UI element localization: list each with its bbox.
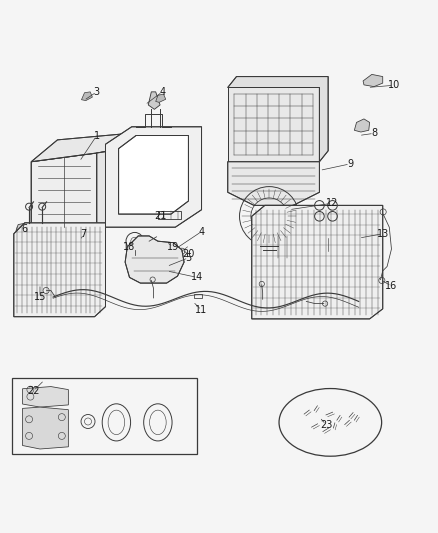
Text: 1: 1 [94, 131, 100, 141]
Polygon shape [97, 144, 153, 227]
Text: 23: 23 [320, 419, 332, 430]
Text: 15: 15 [34, 292, 46, 302]
Text: 9: 9 [347, 159, 353, 169]
Polygon shape [228, 87, 319, 161]
Polygon shape [363, 75, 383, 87]
Text: 4: 4 [198, 227, 205, 237]
Polygon shape [155, 94, 166, 102]
Text: 14: 14 [191, 272, 203, 282]
Text: 3: 3 [94, 87, 100, 97]
Text: 22: 22 [27, 386, 40, 396]
Polygon shape [22, 386, 68, 407]
Polygon shape [81, 92, 92, 101]
Bar [12, 378, 197, 454]
Bar [158, 211, 180, 220]
Polygon shape [267, 234, 359, 260]
Text: 7: 7 [81, 229, 87, 239]
Bar [194, 294, 202, 298]
Text: 12: 12 [326, 198, 339, 208]
Polygon shape [252, 205, 383, 319]
Text: 6: 6 [21, 224, 28, 235]
Polygon shape [31, 153, 97, 236]
Polygon shape [31, 131, 153, 161]
Text: 8: 8 [371, 128, 377, 139]
Polygon shape [228, 77, 328, 161]
Text: 20: 20 [182, 249, 194, 259]
Polygon shape [106, 127, 201, 227]
Text: 16: 16 [385, 281, 398, 291]
Polygon shape [22, 407, 68, 449]
Text: 4: 4 [159, 87, 165, 97]
Text: 10: 10 [388, 80, 400, 90]
Polygon shape [125, 236, 184, 283]
Text: 11: 11 [195, 305, 208, 315]
Polygon shape [16, 223, 33, 234]
Text: 21: 21 [154, 211, 166, 221]
Polygon shape [228, 161, 319, 205]
Polygon shape [148, 92, 160, 109]
Polygon shape [119, 135, 188, 214]
Polygon shape [68, 228, 92, 240]
Text: 5: 5 [185, 253, 191, 263]
Text: 18: 18 [124, 242, 136, 252]
Polygon shape [354, 119, 370, 132]
Text: 19: 19 [167, 242, 179, 252]
Text: 13: 13 [377, 229, 389, 239]
Polygon shape [14, 223, 106, 317]
